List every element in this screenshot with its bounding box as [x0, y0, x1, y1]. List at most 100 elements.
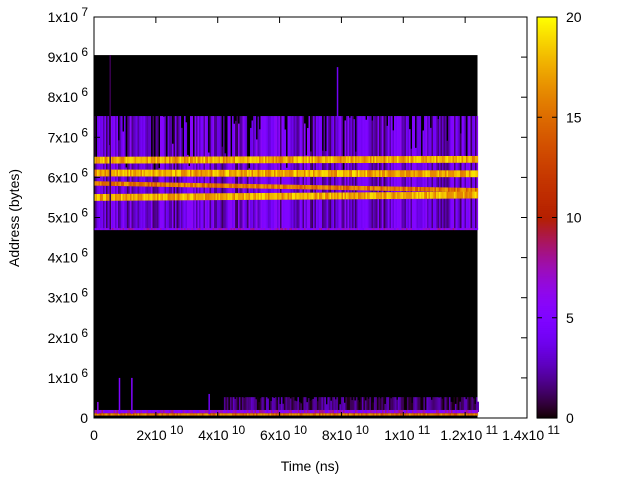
colorbar-cell [537, 51, 557, 54]
heatmap-cell [358, 170, 360, 177]
heatmap-cell [100, 194, 102, 201]
heatmap-cell [260, 409, 263, 414]
heatmap-cell [305, 155, 308, 230]
heatmap-cell [263, 409, 266, 414]
heatmap-cell [190, 182, 192, 188]
colorbar-cell [537, 401, 557, 405]
heatmap-cell [154, 409, 156, 414]
heatmap-cell [262, 192, 264, 200]
heatmap-cell [235, 193, 237, 200]
heatmap-cell [152, 182, 155, 187]
heatmap-cell [474, 403, 476, 412]
heatmap-cell [194, 409, 197, 414]
heatmap-cell [251, 413, 254, 416]
heatmap-cell [384, 403, 386, 412]
heatmap-cell [215, 193, 218, 201]
heatmap-cell [256, 228, 258, 231]
heatmap-cell [286, 192, 288, 200]
heatmap-cell [451, 413, 453, 416]
heatmap-cell [136, 409, 138, 414]
heatmap-cell [233, 409, 236, 414]
heatmap-cell [317, 185, 320, 190]
heatmap-cell [364, 156, 366, 164]
heatmap-cell [257, 193, 260, 200]
heatmap-cell [248, 156, 251, 164]
colorbar-cell [537, 99, 557, 102]
heatmap-cell [229, 169, 231, 177]
heatmap-cell [448, 413, 450, 416]
heatmap-cell [290, 192, 293, 200]
colorbar-cell [537, 21, 557, 24]
heatmap-cell [184, 413, 186, 416]
heatmap-cell [95, 413, 98, 416]
heatmap-cell [310, 151, 312, 230]
heatmap-cell [338, 170, 341, 177]
heatmap-cell [409, 409, 411, 414]
heatmap-cell [283, 156, 285, 164]
colorbar-cell [537, 373, 557, 377]
colorbar-cell [537, 55, 557, 58]
heatmap-cell [211, 409, 213, 414]
colorbar-cell [537, 227, 557, 231]
heatmap-cell [232, 413, 234, 416]
colorbar-cell [537, 213, 557, 217]
heatmap-cell [167, 169, 170, 177]
heatmap-cell [473, 228, 476, 231]
heatmap-cell [428, 156, 431, 163]
heatmap-cell [268, 156, 270, 164]
heatmap-cell [338, 409, 341, 414]
heatmap-cell [337, 156, 339, 164]
heatmap-cell [244, 193, 246, 200]
heatmap-cell [249, 397, 251, 412]
colorbar-cell [537, 79, 557, 82]
heatmap-cell [380, 156, 383, 163]
heatmap-cell [265, 409, 267, 414]
heatmap-cell [404, 170, 407, 178]
heatmap-cell [232, 228, 234, 231]
heatmap-cell [302, 184, 305, 190]
heatmap-cell [415, 186, 417, 192]
heatmap-cell [137, 169, 140, 177]
heatmap-cell [107, 193, 110, 201]
heatmap-cell [377, 170, 380, 177]
heatmap-cell [461, 170, 464, 178]
heatmap-cell [226, 183, 228, 188]
heatmap-cell [137, 156, 140, 164]
heatmap-cell [430, 228, 432, 231]
colorbar-cell [537, 87, 557, 90]
colorbar-cell [537, 77, 557, 80]
heatmap-cell [250, 409, 252, 414]
spike [109, 55, 111, 230]
heatmap-cell [316, 409, 318, 414]
heatmap-cell [269, 192, 272, 200]
heatmap-cell [202, 228, 204, 231]
heatmap-cell [262, 169, 264, 177]
heatmap-cell [268, 413, 270, 416]
region-lower-activity-block [223, 397, 479, 412]
colorbar-cell [537, 307, 557, 311]
heatmap-cell [233, 169, 236, 177]
heatmap-cell [166, 409, 168, 414]
heatmap-cell [310, 156, 312, 164]
heatmap-cell [388, 409, 390, 414]
x-tick-label: 1.2x10 11 [440, 423, 498, 443]
colorbar-cell [537, 231, 557, 235]
heatmap-cell [456, 397, 458, 412]
heatmap-cell [101, 409, 104, 414]
heatmap-cell [304, 228, 306, 231]
heatmap-cell [293, 228, 296, 231]
heatmap-cell [130, 193, 132, 201]
heatmap-cell [286, 156, 288, 164]
heatmap-cell [215, 409, 218, 414]
colorbar-cell [537, 331, 557, 335]
colorbar-cell [537, 271, 557, 275]
heatmap-cell [416, 170, 419, 178]
heatmap-cell [472, 191, 474, 199]
heatmap-cell [365, 409, 368, 414]
heatmap-cell [311, 156, 314, 164]
heatmap-cell [202, 169, 204, 177]
y-tick-label: 3x10 6 [48, 286, 89, 306]
heatmap-cell [230, 193, 233, 201]
heatmap-cell [283, 397, 286, 412]
heatmap-cell [337, 397, 340, 412]
